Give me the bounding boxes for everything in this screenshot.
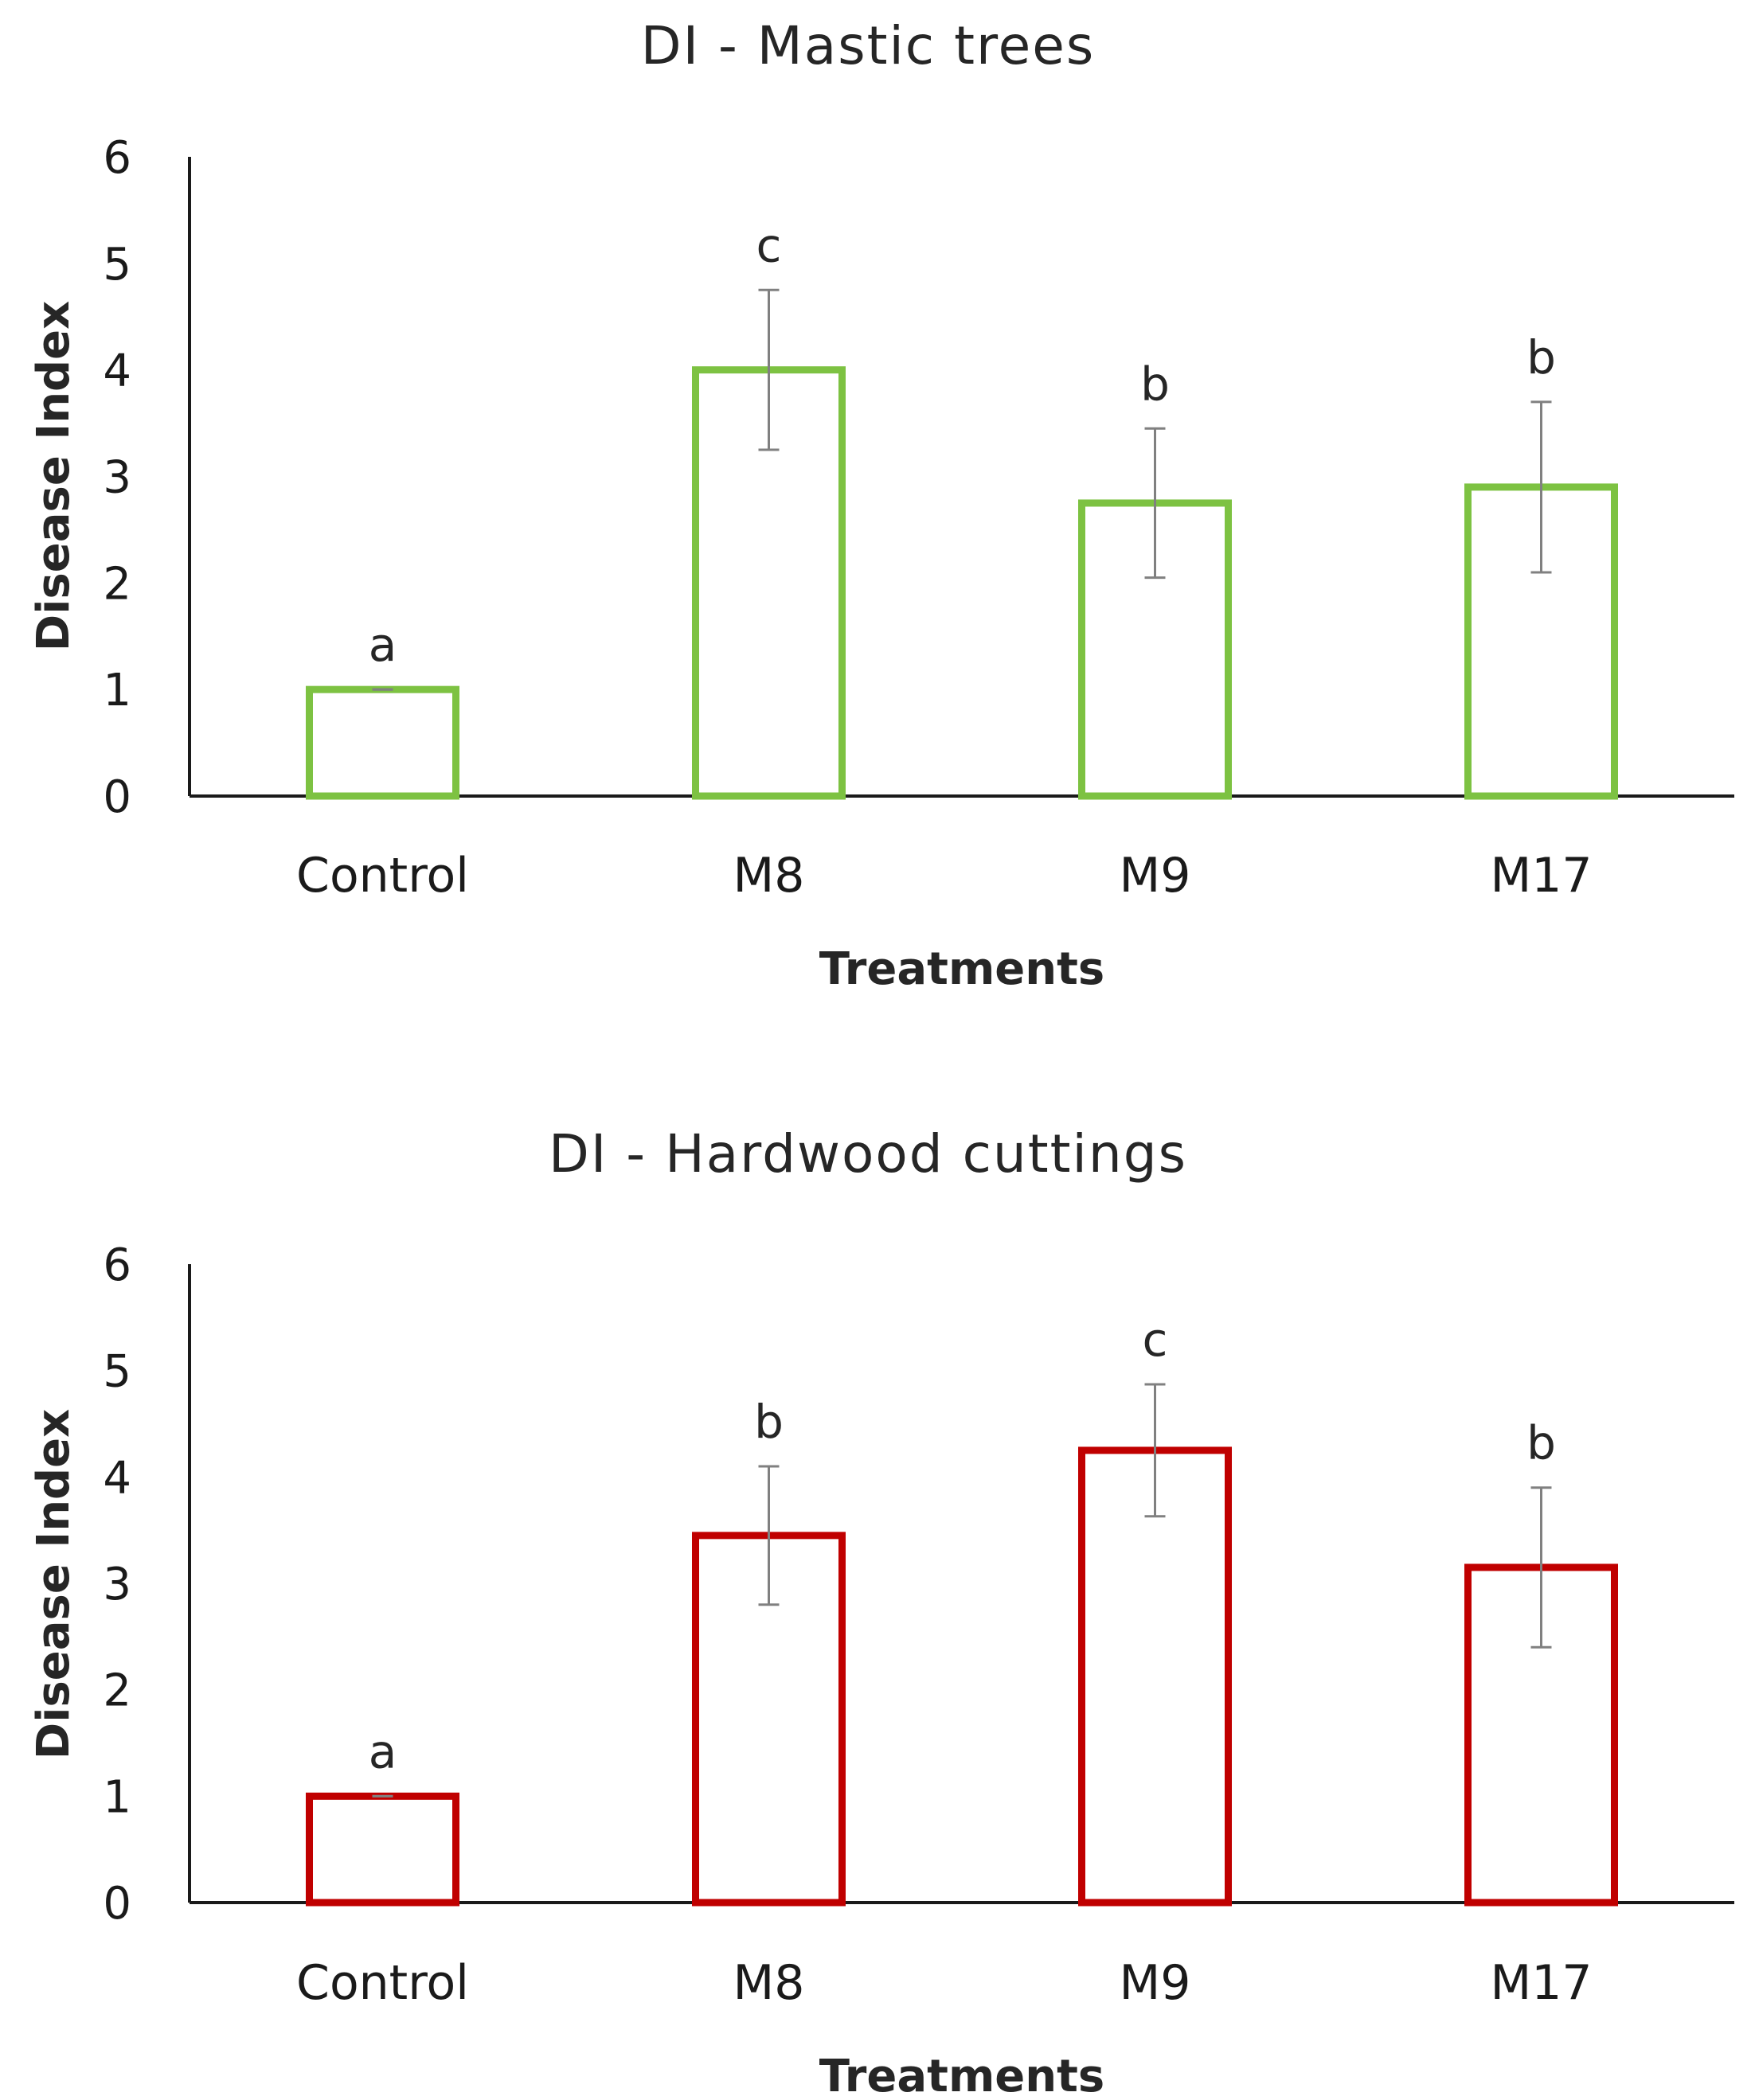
chart-hardwood-cuttings: DI - Hardwood cuttings Treatments Diseas…: [28, 1123, 1734, 2100]
bar: [1464, 483, 1618, 800]
y-tick-label: 0: [103, 771, 131, 823]
significance-label: b: [754, 1395, 784, 1449]
x-tick-label: M9: [1120, 1955, 1191, 2011]
y-tick-label: 1: [103, 665, 131, 716]
chart-title: DI - Hardwood cuttings: [549, 1123, 1187, 1185]
significance-label: a: [369, 1724, 397, 1778]
significance-label: b: [1526, 330, 1556, 384]
x-tick-label: M17: [1490, 848, 1592, 904]
significance-label: b: [1526, 1416, 1556, 1470]
chart-mastic-trees: DI - Mastic trees Treatments Disease Ind…: [28, 15, 1734, 995]
significance-label: c: [1143, 1313, 1168, 1367]
y-tick-label: 5: [103, 239, 131, 291]
bar: [1464, 1563, 1618, 1907]
x-tick-label: M8: [733, 848, 805, 904]
y-tick-label: 6: [103, 132, 131, 184]
x-tick-label: Control: [296, 848, 469, 904]
x-tick-label: Control: [296, 1955, 469, 2011]
y-tick-label: 4: [103, 345, 131, 397]
bar: [306, 685, 459, 800]
y-tick-label: 2: [103, 1665, 131, 1717]
y-axis-title: Disease Index: [28, 301, 80, 651]
y-tick-label: 4: [103, 1452, 131, 1504]
chart-title: DI - Mastic trees: [641, 15, 1095, 76]
y-tick-label: 2: [103, 558, 131, 610]
x-axis-title: Treatments: [819, 2051, 1105, 2100]
significance-label: b: [1140, 357, 1170, 411]
bar: [306, 1792, 459, 1907]
significance-label: a: [369, 618, 397, 672]
significance-label: c: [756, 218, 782, 272]
y-tick-label: 3: [103, 1559, 131, 1610]
x-tick-label: M17: [1490, 1955, 1592, 2011]
y-tick-label: 0: [103, 1878, 131, 1930]
bar: [1078, 1446, 1232, 1907]
x-axis-title: Treatments: [819, 943, 1105, 995]
y-tick-label: 3: [103, 452, 131, 504]
y-tick-label: 6: [103, 1239, 131, 1291]
x-tick-label: M9: [1120, 848, 1191, 904]
y-tick-label: 5: [103, 1346, 131, 1398]
y-tick-label: 1: [103, 1771, 131, 1823]
y-axis-title: Disease Index: [28, 1409, 80, 1759]
x-tick-label: M8: [733, 1955, 805, 2011]
